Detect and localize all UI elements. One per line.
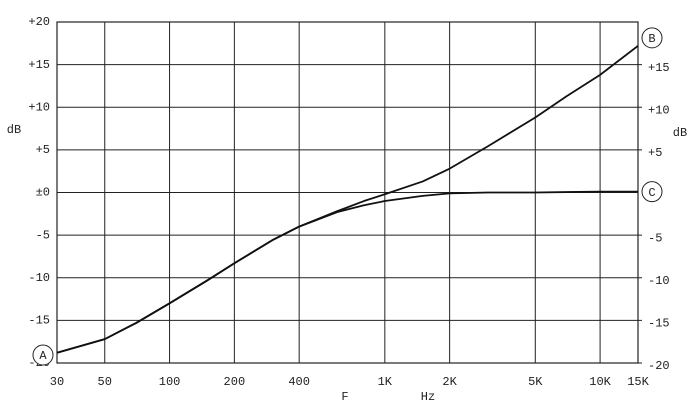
y2-axis-label: dB (673, 126, 687, 140)
curve (56, 190, 638, 354)
x-tick-label: 100 (159, 375, 181, 389)
annotation: A (39, 349, 47, 363)
y2-tick-label: +15 (648, 61, 670, 75)
y-tick-label: +10 (28, 100, 50, 114)
y-tick-label: +5 (36, 143, 50, 157)
y-tick-label: ±0 (36, 186, 50, 200)
legend-label: C (648, 186, 655, 200)
x-tick-label: 15K (627, 375, 649, 389)
x-tick-label: 50 (98, 375, 112, 389)
annotation-circle (32, 344, 54, 366)
legend-label: B (648, 32, 655, 46)
x-tick-label: 30 (50, 375, 64, 389)
curve (56, 45, 639, 354)
y-axis-label: dB (7, 123, 21, 137)
x-tick-label: 2K (442, 375, 457, 389)
y2-tick-label: -10 (648, 274, 670, 288)
y2-tick-label: -20 (648, 359, 670, 373)
y-tick-label: -5 (36, 228, 50, 242)
x-tick-label: 1K (378, 375, 393, 389)
x-tick-label: 200 (224, 375, 246, 389)
y-tick-label: -10 (28, 271, 50, 285)
x-tick-label: 10K (589, 375, 611, 389)
x-tick-label: 5K (528, 375, 543, 389)
y2-tick-label: -5 (648, 231, 662, 245)
series-marker-circle (641, 181, 663, 203)
y-tick-label: +15 (28, 58, 50, 72)
y2-tick-label: +5 (648, 146, 662, 160)
y2-tick-label: +10 (648, 103, 670, 117)
y-tick-label: +20 (28, 15, 50, 29)
series-marker-circle (641, 27, 663, 49)
y2-tick-label: -15 (648, 317, 670, 331)
x-axis-unit: Hz (421, 390, 435, 404)
x-axis-label: F (341, 390, 348, 404)
y-tick-label: -15 (28, 314, 50, 328)
x-tick-label: 400 (288, 375, 310, 389)
